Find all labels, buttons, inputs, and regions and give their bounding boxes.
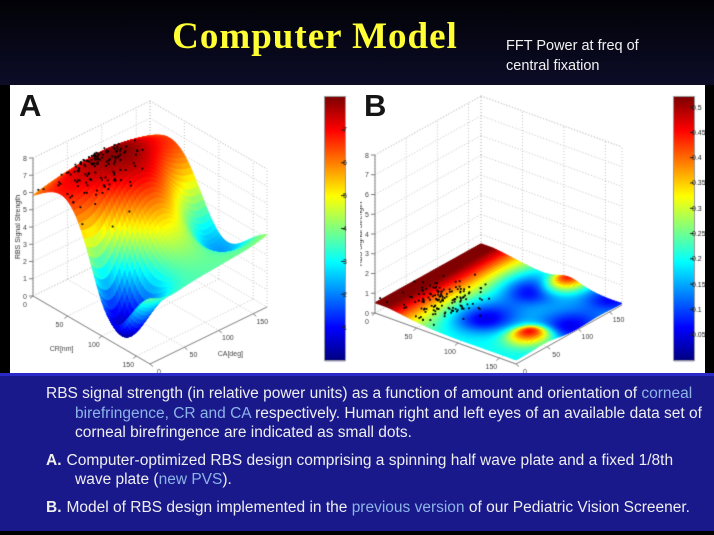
- caption-text: Model of RBS design implemented in the: [66, 498, 352, 516]
- caption-highlight-text: new PVS: [158, 471, 223, 488]
- surface-plot-a: [10, 85, 358, 373]
- subtitle: FFT Power at freq of central fixation: [506, 36, 639, 76]
- caption-text: Computer-optimized RBS design comprising…: [66, 451, 674, 489]
- caption-text: RBS signal strength (in relative power u…: [46, 385, 642, 402]
- caption-item-letter: A.: [46, 451, 62, 469]
- subtitle-line-1: FFT Power at freq of: [506, 38, 639, 54]
- caption-item-letter: B.: [46, 498, 62, 516]
- caption-text: respectively. Human right and left eyes …: [75, 404, 702, 442]
- header-band: Computer Model FFT Power at freq of cent…: [0, 0, 714, 85]
- caption-text: ).: [222, 471, 232, 488]
- caption-text: of our Pediatric Vision Screener.: [464, 498, 690, 516]
- caption-paragraph: A. Computer-optimized RBS design comprisi…: [46, 451, 702, 490]
- caption-paragraph: RBS signal strength (in relative power u…: [46, 384, 702, 443]
- slide-title: Computer Model: [172, 16, 458, 57]
- caption-block: RBS signal strength (in relative power u…: [0, 373, 714, 531]
- surface-plot-b: [360, 85, 705, 373]
- caption-highlight-text: corneal birefringence, CR and CA: [75, 385, 693, 422]
- panel-b-label: B: [364, 88, 387, 123]
- caption-paragraph: B. Model of RBS design implemented in the…: [46, 498, 702, 518]
- figure-panel: A B: [10, 85, 705, 373]
- caption-highlight-text: previous version: [351, 498, 465, 516]
- subtitle-line-2: central fixation: [506, 58, 600, 74]
- panel-a-label: A: [19, 88, 42, 123]
